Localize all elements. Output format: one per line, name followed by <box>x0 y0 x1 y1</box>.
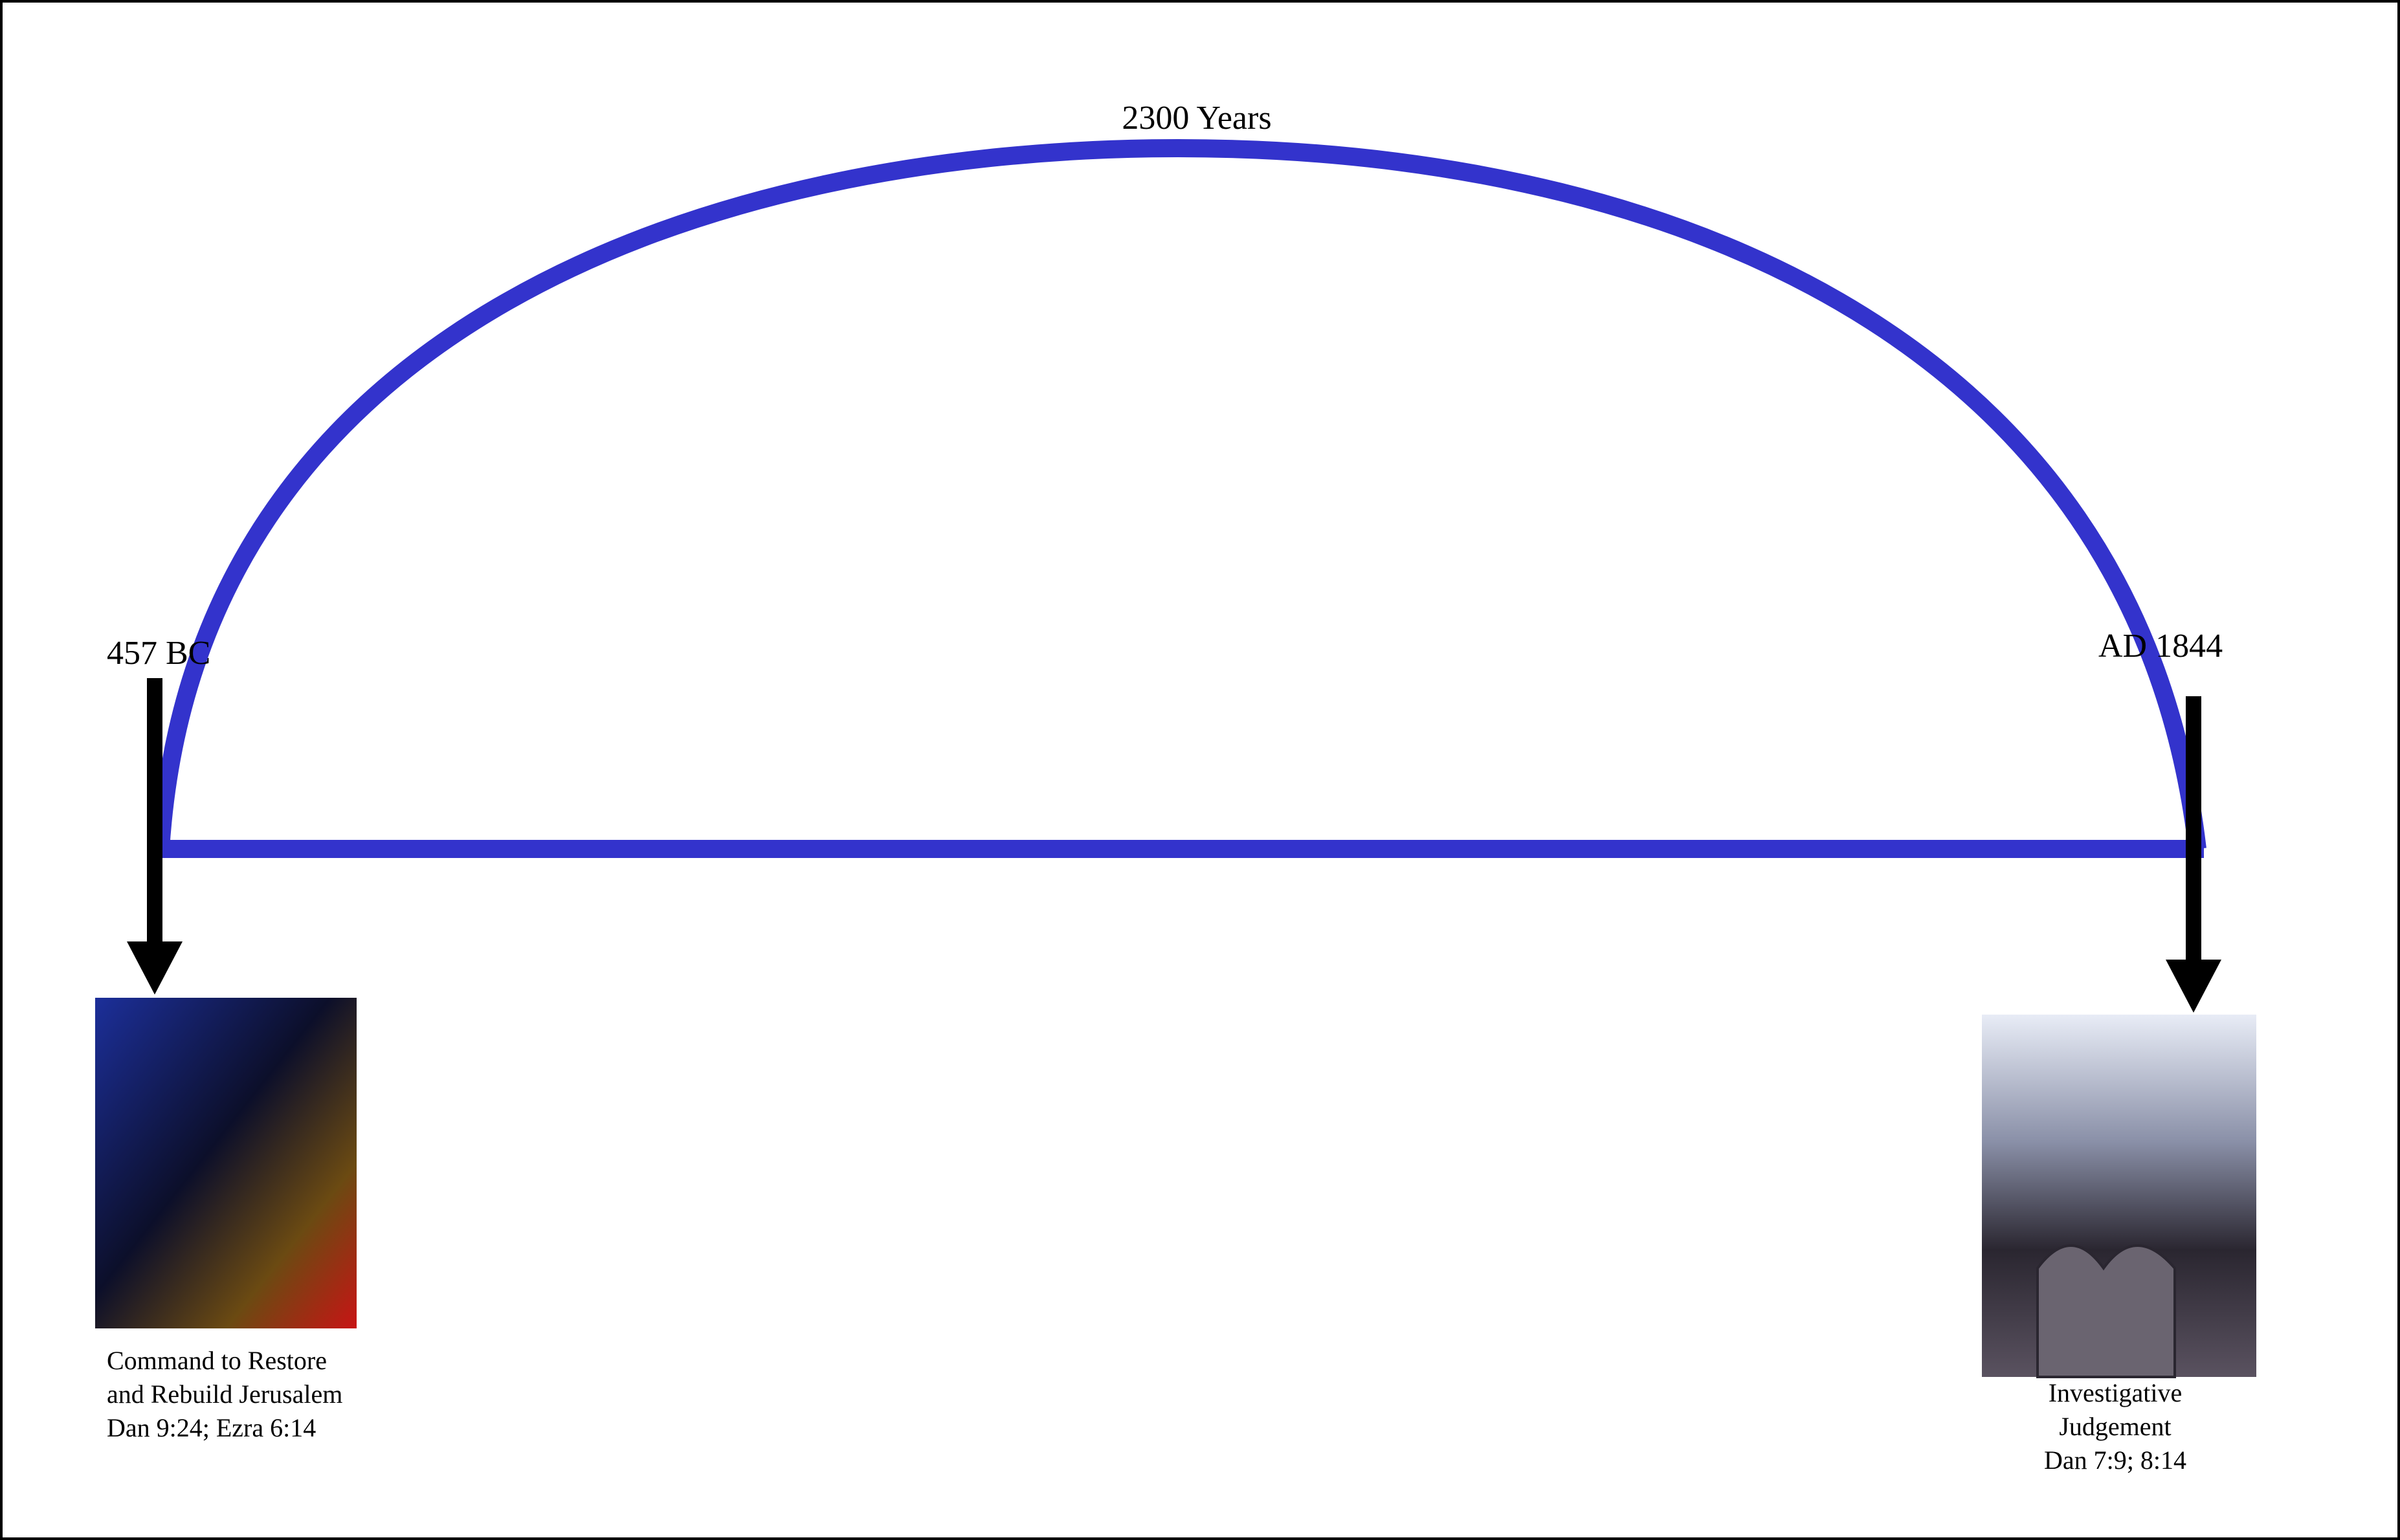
scribe-image <box>95 998 357 1328</box>
end-caption: Judgement <box>2059 1412 2171 1441</box>
start-caption: and Rebuild Jerusalem <box>107 1380 342 1409</box>
arc <box>151 138 2206 850</box>
arrow-head <box>2166 960 2221 1013</box>
start-caption: Command to Restore <box>107 1346 327 1375</box>
tablets <box>2036 1244 2176 1378</box>
end-caption: Investigative <box>2049 1378 2183 1407</box>
start-caption: Dan 9:24; Ezra 6:14 <box>107 1413 316 1442</box>
title: 2300 Years <box>1122 100 1271 137</box>
end-caption: Dan 7:9; 8:14 <box>2044 1446 2186 1475</box>
arrow-head <box>127 941 183 995</box>
end-date: AD 1844 <box>2098 628 2223 665</box>
start-date: 457 BC <box>107 635 210 672</box>
